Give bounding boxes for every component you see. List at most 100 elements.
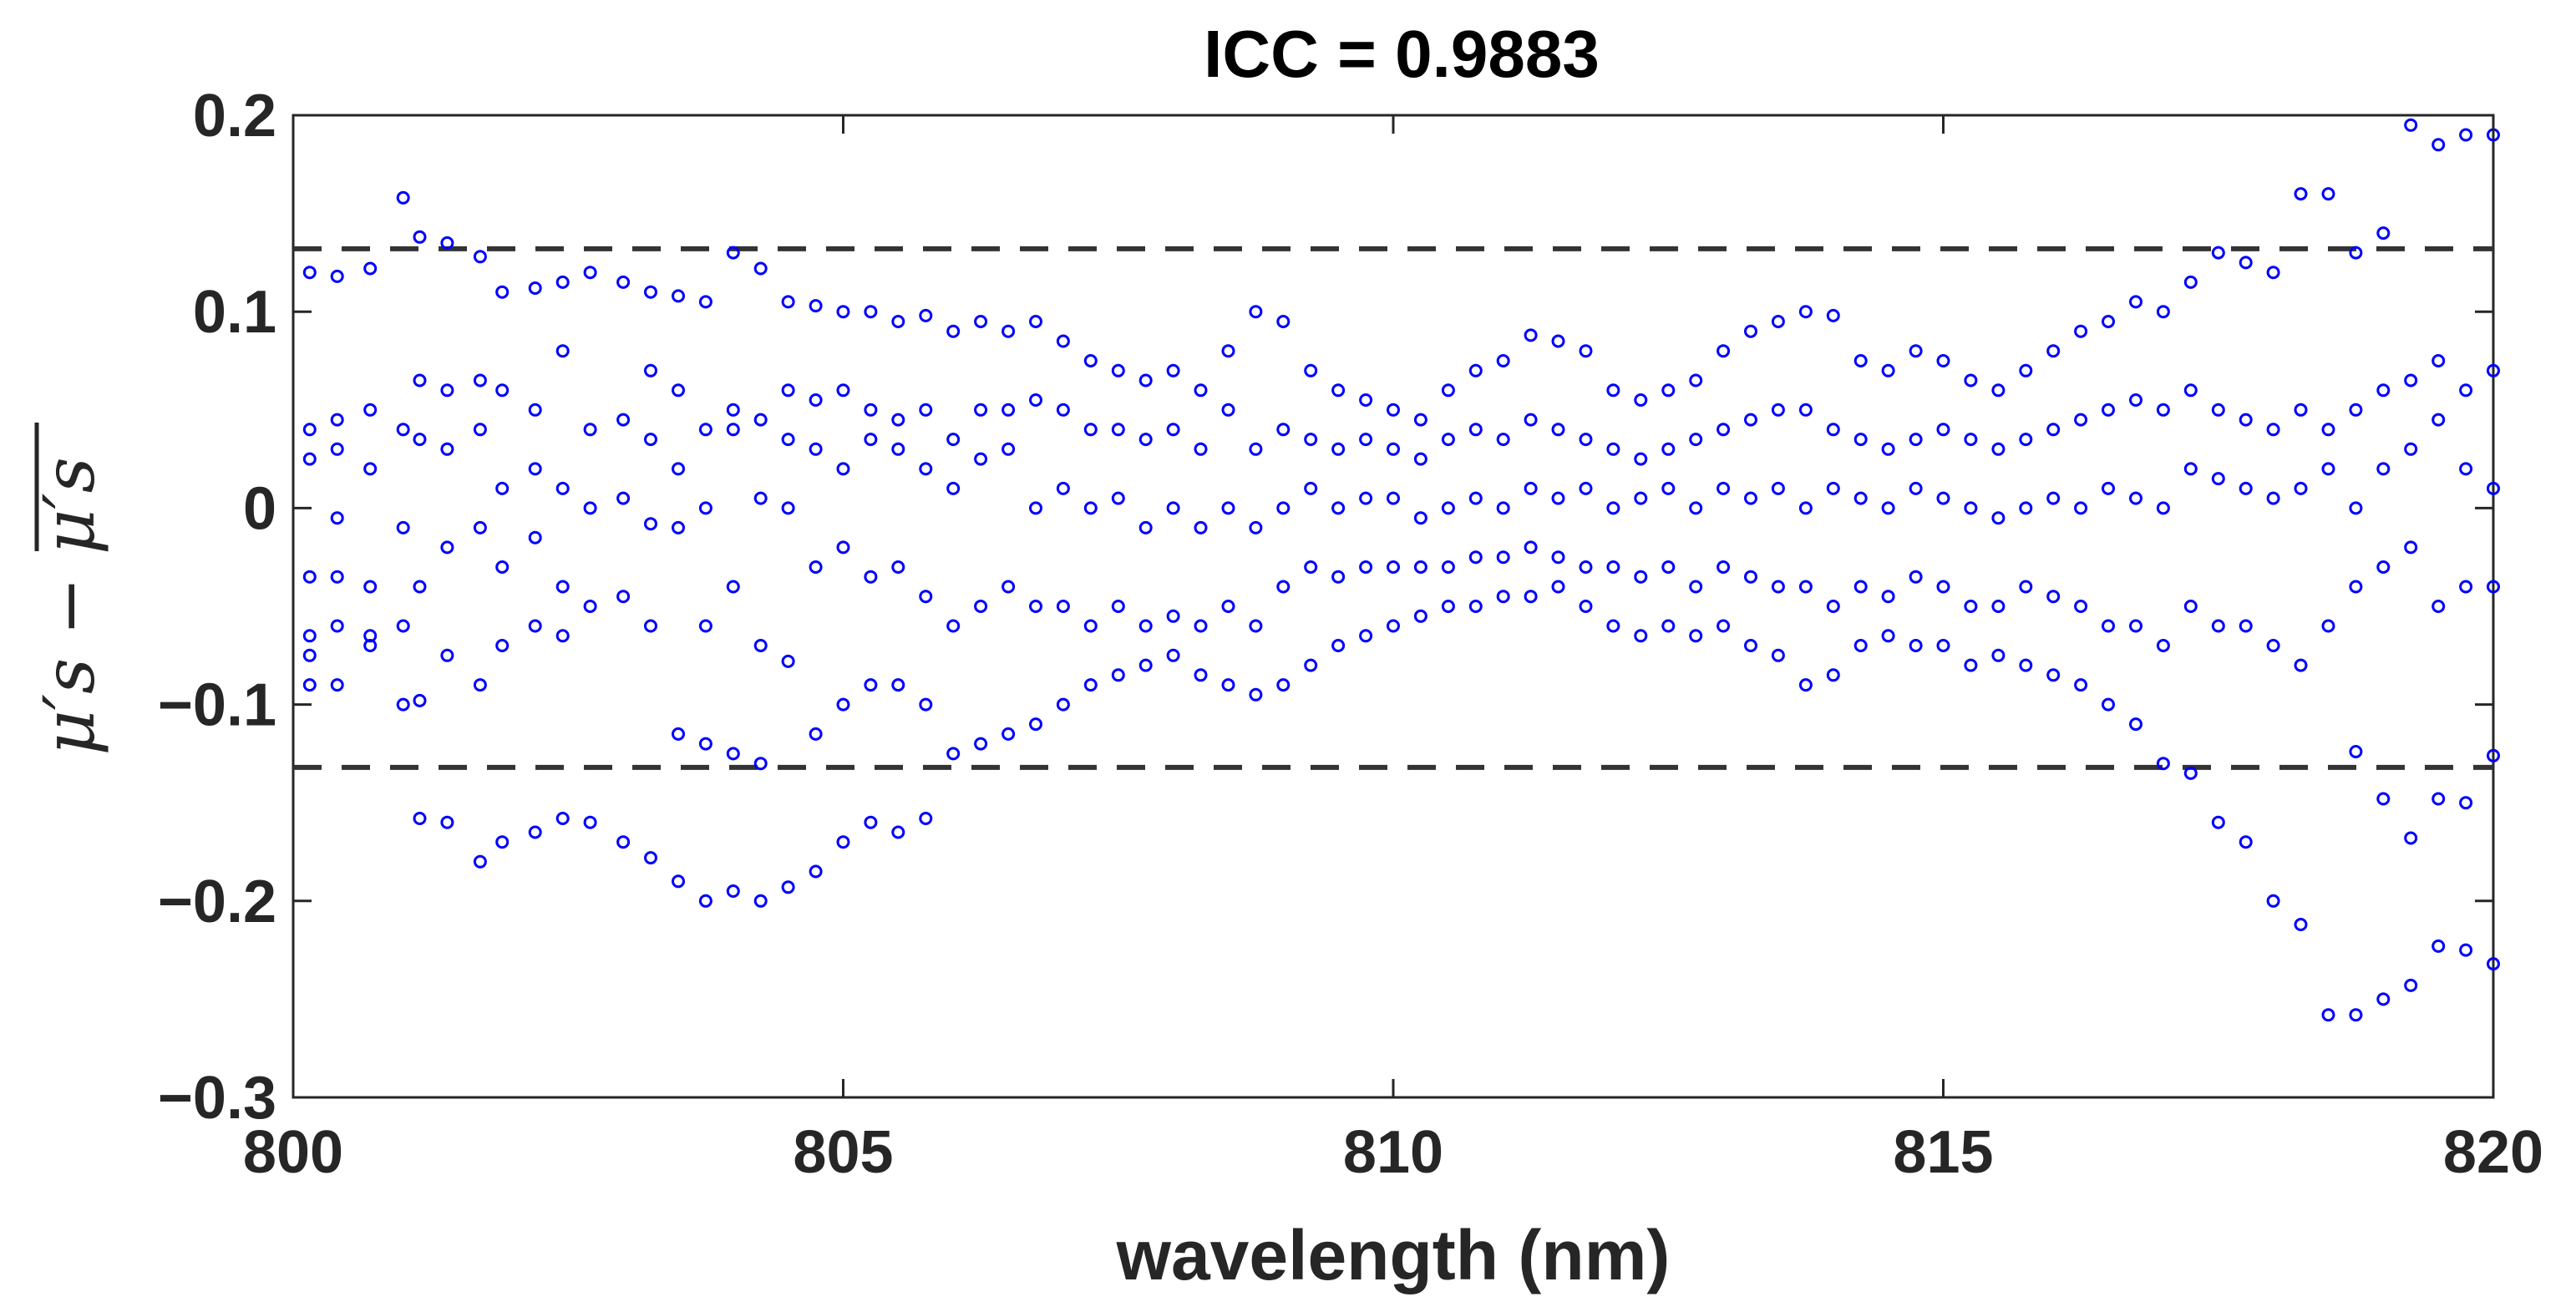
data-point [2102, 481, 2115, 495]
data-point [1771, 481, 1785, 495]
data-point [2211, 815, 2225, 829]
data-point [1936, 423, 1950, 437]
data-point [1716, 619, 1731, 633]
data-point [1441, 501, 1455, 515]
data-point [2074, 678, 2088, 692]
data-point [396, 619, 410, 633]
data-point [2376, 560, 2391, 574]
data-point [2376, 462, 2391, 476]
data-point [1744, 324, 1757, 338]
data-point [946, 747, 961, 761]
data-point [2459, 796, 2473, 810]
data-point [2349, 1008, 2363, 1022]
data-point [1551, 334, 1565, 348]
data-point [528, 825, 542, 839]
x-tick-label: 800 [243, 1119, 343, 1186]
data-point [528, 281, 542, 295]
data-point [698, 501, 712, 515]
data-point [2431, 138, 2446, 152]
data-point [440, 648, 454, 662]
data-point [2349, 403, 2363, 417]
data-point [1194, 668, 1208, 682]
data-point [2294, 658, 2308, 672]
data-point [2239, 835, 2253, 849]
data-point [1964, 433, 1978, 447]
data-point [1166, 363, 1180, 377]
data-point [1826, 600, 1840, 613]
data-point [1496, 501, 1510, 515]
data-point [413, 433, 427, 447]
data-point [2046, 344, 2061, 358]
data-point [836, 835, 850, 849]
data-point [672, 383, 685, 398]
data-point [974, 600, 988, 613]
y-tick-label: −0.2 [158, 869, 276, 935]
data-point [1331, 442, 1346, 456]
data-point [616, 835, 631, 849]
data-point [1689, 580, 1703, 594]
data-point [2074, 324, 2088, 338]
data-point [616, 590, 631, 604]
data-point [809, 727, 823, 741]
data-point [1606, 501, 1620, 515]
data-point [2129, 717, 2142, 732]
data-point [495, 560, 510, 574]
data-point [1826, 308, 1840, 322]
data-point [1221, 501, 1235, 515]
data-point [2019, 363, 2033, 377]
data-point [644, 285, 657, 299]
data-point [1441, 600, 1455, 613]
data-point [974, 737, 988, 751]
data-point [2019, 658, 2033, 672]
data-point [726, 246, 740, 260]
data-point [809, 442, 823, 456]
data-point [1496, 433, 1510, 447]
data-point [1716, 423, 1731, 437]
data-point [2404, 540, 2418, 555]
data-point [1909, 481, 1923, 495]
data-point [1331, 383, 1346, 398]
data-point [413, 580, 427, 594]
data-point [2211, 246, 2225, 260]
data-point [753, 757, 768, 771]
data-point [891, 413, 905, 427]
data-point [2266, 894, 2280, 908]
data-point [1166, 423, 1180, 437]
data-point [1276, 501, 1291, 515]
data-point [583, 815, 597, 829]
data-point [974, 403, 988, 417]
data-point [946, 433, 961, 447]
data-point [1413, 609, 1427, 623]
data-point [1083, 501, 1098, 515]
data-point [891, 560, 905, 574]
data-point [1468, 550, 1483, 565]
data-point [555, 812, 570, 825]
data-point [555, 344, 570, 358]
data-point [1964, 600, 1978, 613]
data-point [1716, 481, 1731, 495]
data-point [1826, 423, 1840, 437]
data-point [644, 517, 657, 531]
data-point [698, 737, 712, 751]
data-point [440, 540, 454, 555]
data-point [1606, 560, 1620, 574]
data-point [2404, 373, 2418, 388]
data-point [302, 629, 317, 643]
data-point [363, 403, 378, 417]
data-point [1991, 383, 2006, 398]
data-point [1194, 442, 1208, 456]
data-point [1524, 328, 1538, 342]
data-point [2404, 831, 2418, 845]
data-point [2487, 481, 2500, 495]
data-point [302, 452, 317, 466]
data-point [2376, 226, 2391, 241]
data-point [2129, 295, 2142, 309]
data-point [974, 315, 988, 328]
data-point [919, 403, 933, 417]
data-point [1221, 403, 1235, 417]
limits-of-agreement [293, 246, 2493, 770]
data-point [2129, 491, 2142, 505]
data-point [2156, 403, 2170, 417]
data-point [2459, 943, 2473, 957]
data-point [753, 261, 768, 276]
